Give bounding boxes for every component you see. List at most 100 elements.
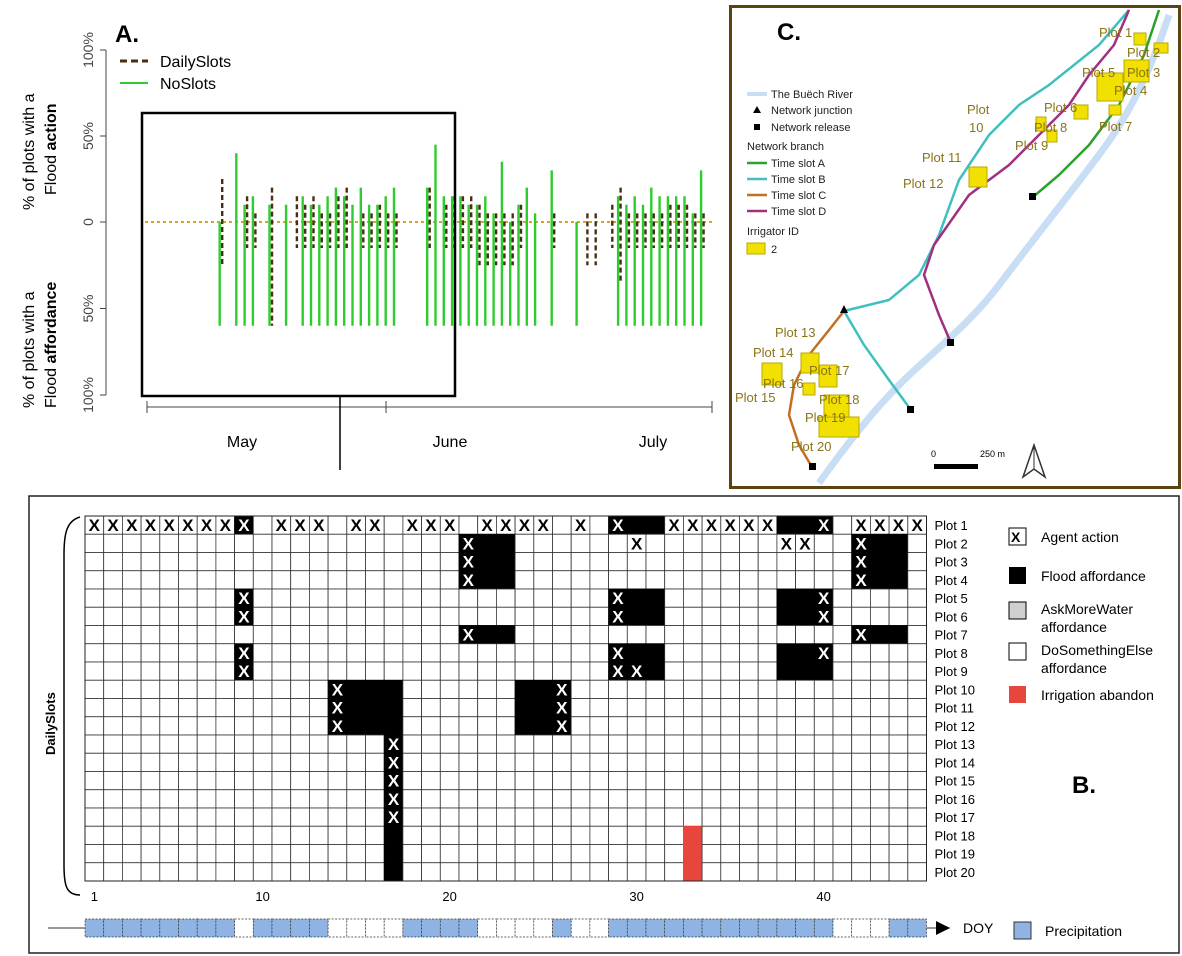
- heatmap-cell: [84, 844, 105, 864]
- heatmap-cell: [84, 734, 105, 754]
- release-marker-2: [947, 339, 954, 346]
- heatmap-cell: [477, 807, 497, 827]
- heatmap-cell: [84, 625, 105, 645]
- heatmap-cell: [701, 716, 722, 736]
- heatmap-cell: [626, 515, 647, 535]
- action-mark: X: [463, 571, 475, 590]
- heatmap-cell: [271, 625, 292, 645]
- heatmap-cell: [757, 588, 778, 608]
- heatmap-cell: [327, 515, 348, 535]
- heatmap-cell: [271, 734, 292, 754]
- heatmap-cell: [870, 734, 890, 754]
- heatmap-cell: [271, 771, 292, 791]
- heatmap-cell: [365, 661, 385, 681]
- action-mark: X: [855, 553, 867, 572]
- heatmap-cell: [159, 789, 179, 809]
- heatmap-cell: [683, 698, 703, 718]
- heatmap-cell: [252, 643, 273, 663]
- heatmap-cell: [645, 679, 666, 699]
- heatmap-cell: [178, 844, 198, 864]
- heatmap-cell: [664, 625, 684, 645]
- heatmap-cell: [645, 807, 666, 827]
- heatmap-cell: [439, 533, 460, 553]
- heatmap-cell: [907, 625, 927, 645]
- heatmap-cell: [907, 643, 927, 663]
- heatmap-cell: [608, 698, 628, 718]
- heatmap-cell: [271, 606, 292, 626]
- heatmap-cell: [159, 771, 179, 791]
- heatmap-cell: [514, 570, 535, 590]
- heatmap-cell: [907, 771, 927, 791]
- heatmap-cell: [645, 588, 666, 608]
- heatmap-cell: [252, 862, 273, 882]
- heatmap-cell: [701, 789, 722, 809]
- heatmap-cell: [421, 771, 441, 791]
- precip-day-wet: [683, 918, 703, 938]
- heatmap-cell: [402, 625, 422, 645]
- heatmap-cell: [832, 606, 853, 626]
- map-plot-labels: Plot 1 Plot 2 Plot 5 Plot 3 Plot 4 Plot …: [735, 25, 1160, 454]
- row-label: Plot 11: [935, 701, 975, 716]
- heatmap-cell: [122, 552, 142, 572]
- heatmap-cell: [888, 716, 909, 736]
- heatmap-cell: [308, 789, 329, 809]
- heatmap-cell: [813, 716, 834, 736]
- heatmap-cell: [832, 643, 853, 663]
- heatmap-cell: [589, 752, 610, 772]
- heatmap-cell: [271, 679, 292, 699]
- heatmap-cell: [458, 716, 479, 736]
- heatmap-cell: [664, 844, 684, 864]
- heatmap-cell: [178, 752, 198, 772]
- heatmap-cell: [683, 734, 703, 754]
- heatmap-cell: [683, 844, 703, 864]
- heatmap-cell: [664, 771, 684, 791]
- heatmap-cell: [439, 661, 460, 681]
- heatmap-cell: [215, 771, 235, 791]
- heatmap-cell: [234, 844, 254, 864]
- heatmap-cell: [813, 844, 834, 864]
- precip-day-wet: [739, 918, 759, 938]
- left-brace: [63, 516, 81, 896]
- ylabel-top-line2: Flood action: [43, 103, 60, 195]
- legend-action-swatch: [1008, 527, 1027, 546]
- heatmap-cell: [664, 825, 684, 845]
- heatmap-cell: [645, 698, 666, 718]
- heatmap-cell: [664, 752, 684, 772]
- heatmap-cell: [178, 679, 198, 699]
- heatmap-cell: [122, 588, 142, 608]
- heatmap-cell: [458, 752, 479, 772]
- heatmap-cell: [84, 552, 105, 572]
- heatmap-cell: [683, 588, 703, 608]
- heatmap-cell: [477, 625, 497, 645]
- heatmap-cell: [477, 825, 497, 845]
- heatmap-cell: [552, 789, 572, 809]
- heatmap-cell: [290, 716, 310, 736]
- heatmap-cell: [215, 752, 235, 772]
- heatmap-cell: [514, 734, 535, 754]
- heatmap-cell: [252, 552, 273, 572]
- heatmap-cell: [252, 844, 273, 864]
- precip-day-dry: [870, 918, 890, 938]
- action-mark: X: [350, 516, 362, 535]
- heatmap-cell: [159, 734, 179, 754]
- heatmap-cell: [234, 552, 254, 572]
- heatmap-cell: [178, 625, 198, 645]
- heatmap-cell: [514, 844, 535, 864]
- heatmap-cell: [327, 844, 348, 864]
- heatmap-cell: [870, 533, 890, 553]
- heatmap-cell: [140, 771, 161, 791]
- heatmap-cell: [720, 552, 740, 572]
- heatmap-cell: [215, 643, 235, 663]
- heatmap-cell: [122, 570, 142, 590]
- heatmap-cell: [383, 661, 404, 681]
- heatmap-cell: [346, 552, 366, 572]
- panel-c: C. Plot 1 Plot 2 Plot 5 Plot 3 Plot 4: [729, 5, 1181, 489]
- heatmap-cell: [739, 771, 759, 791]
- parcel-1: [1133, 32, 1147, 46]
- heatmap-cell: [851, 698, 871, 718]
- heatmap-cell: [589, 807, 610, 827]
- heatmap-cell: [645, 771, 666, 791]
- heatmap-cell: [439, 825, 460, 845]
- heatmap-cell: [626, 552, 647, 572]
